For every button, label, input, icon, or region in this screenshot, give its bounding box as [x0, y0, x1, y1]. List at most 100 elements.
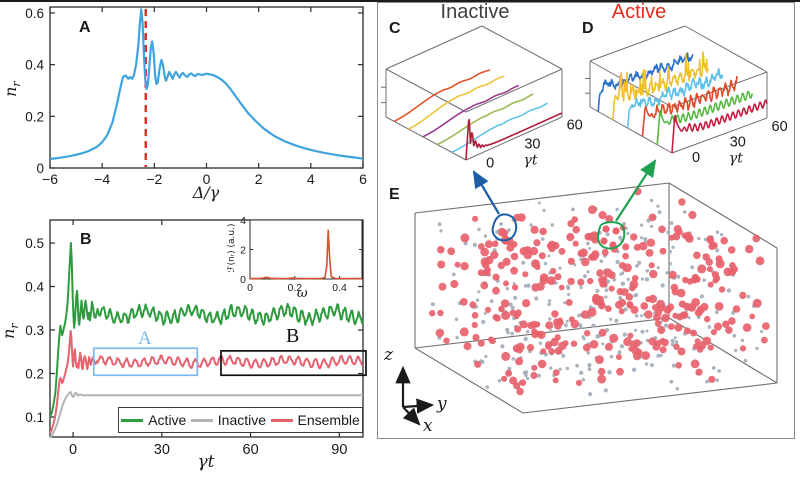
active-molecule-dot [530, 371, 538, 380]
active-molecule-dot [570, 340, 578, 347]
active-molecule-dot [706, 266, 713, 273]
inactive-molecule-dot [717, 369, 721, 373]
inactive-molecule-dot [673, 336, 677, 340]
inactive-molecule-dot [663, 323, 669, 328]
active-molecule-dot [570, 319, 580, 329]
inactive-molecule-dot [484, 354, 488, 358]
inactive-molecule-dot [620, 281, 626, 286]
panel-a-ylabel-sub: r [10, 81, 24, 87]
y-axis-arrow [402, 398, 435, 414]
active-molecule-dot [596, 269, 604, 277]
inactive-molecule-dot [505, 287, 510, 291]
inactive-molecule-dot [526, 283, 531, 288]
active-molecule-dot [558, 247, 566, 255]
panel-a-ytick-label: 0.2 [25, 109, 44, 124]
active-molecule-dot [477, 339, 485, 347]
panel-b-xtick-label: 60 [243, 442, 259, 458]
active-molecule-dot [545, 321, 554, 330]
inactive-molecule-dot [619, 272, 623, 276]
inactive-molecule-dot [719, 233, 724, 237]
inactive-molecule-dot [507, 228, 511, 232]
active-molecule-dot [482, 268, 491, 277]
panel-d-trace [612, 51, 709, 120]
panel-d-xtick-label: 60 [772, 119, 788, 135]
active-molecule-dot [536, 282, 545, 291]
panel-a-xtick-label: −4 [94, 171, 110, 187]
inactive-molecule-dot [690, 265, 695, 270]
inactive-molecule-dot [489, 299, 494, 304]
inactive-molecule-dot [622, 332, 627, 337]
active-molecule-dot [622, 243, 630, 251]
active-molecule-dot [435, 328, 445, 338]
panel-b-xtick-label: 90 [331, 442, 347, 458]
panel-e-letter: E [389, 186, 400, 203]
inactive-molecule-dot [563, 301, 567, 305]
legend-item-active: Active [121, 412, 186, 428]
legend-label-inactive: Inactive [217, 412, 267, 428]
inactive-molecule-dot [507, 366, 512, 371]
panel-c-xtick-label: 30 [524, 136, 540, 152]
active-molecule-dot [584, 330, 591, 337]
panel-c-trace [436, 93, 534, 146]
inactive-molecule-dot [549, 329, 553, 333]
panel-b-ytick-label: 0.3 [25, 323, 44, 338]
active-molecule-dot [459, 327, 469, 337]
inactive-molecule-dot [618, 235, 623, 240]
active-molecule-dot [732, 305, 741, 313]
active-molecule-dot [538, 252, 546, 260]
active-molecule-dot [497, 261, 505, 270]
active-molecule-dot [519, 379, 527, 386]
inactive-molecule-dot [626, 277, 630, 281]
inactive-molecule-dot [631, 367, 637, 372]
active-molecule-dot [690, 329, 697, 337]
active-molecule-dot [477, 269, 485, 277]
active-molecule-dot [500, 299, 510, 308]
active-molecule-dot [567, 220, 575, 228]
active-molecule-dot [693, 251, 701, 260]
active-molecule-dot [648, 337, 657, 346]
active-molecule-dot [485, 256, 494, 265]
panel-c-trace [465, 112, 563, 161]
active-molecule-dot [601, 248, 609, 256]
inactive-molecule-dot [740, 338, 745, 343]
x-axis-label: x [423, 416, 433, 436]
inactive-molecule-dot [543, 261, 548, 266]
active-molecule-dot [509, 376, 518, 385]
inactive-molecule-dot [615, 259, 620, 265]
active-molecule-dot [710, 329, 718, 336]
panel-d-trace [671, 99, 768, 154]
inactive-molecule-dot [591, 323, 596, 328]
inactive-molecule-dot [711, 366, 716, 370]
active-molecule-dot [761, 336, 768, 344]
active-molecule-dot [638, 241, 648, 251]
active-molecule-dot [640, 302, 649, 310]
inactive-molecule-dot [513, 295, 518, 300]
active-molecule-dot [577, 249, 585, 257]
active-molecule-dot [589, 340, 599, 349]
inactive-molecule-dot [581, 377, 586, 382]
inactive-molecule-dot [588, 246, 592, 250]
legend-item-ensemble: Ensemble [270, 412, 360, 428]
inactive-molecule-dot [538, 341, 543, 345]
active-molecule-dot [667, 323, 675, 330]
inactive-molecule-dot [586, 241, 590, 246]
active-molecule-dot [597, 374, 607, 384]
active-molecule-dot [616, 367, 624, 376]
inactive-molecule-dot [743, 358, 748, 363]
inactive-molecule-dot [640, 236, 644, 240]
active-molecule-dot [501, 351, 511, 361]
inactive-molecule-dot [542, 208, 546, 213]
inactive-molecule-dot [561, 353, 566, 358]
inactive-molecule-dot [481, 319, 486, 325]
inactive-molecule-dot [614, 318, 619, 323]
active-molecule-dot [649, 269, 658, 279]
active-molecule-dot [511, 284, 519, 291]
active-molecule-dot [509, 309, 517, 317]
active-molecule-dot [514, 325, 522, 333]
inactive-molecule-dot [472, 242, 478, 247]
active-molecule-dot [618, 308, 625, 315]
fourier-spectrum-curve [250, 229, 362, 280]
panel-b-axes [49, 219, 364, 438]
active-molecule-dot [503, 280, 509, 287]
